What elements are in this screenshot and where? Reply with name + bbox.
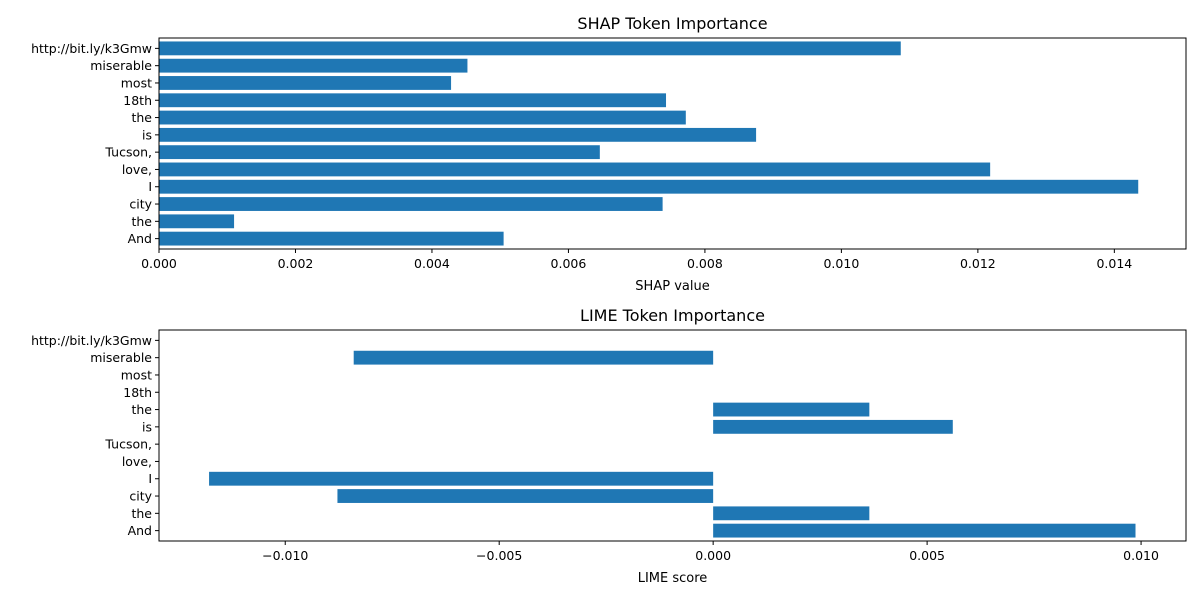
lime-bar bbox=[713, 419, 953, 434]
lime-y-tick-label: miserable bbox=[90, 350, 152, 365]
shap-plot-frame bbox=[158, 37, 1187, 250]
lime-x-tick-label: −0.010 bbox=[262, 548, 308, 563]
shap-x-tick-label: 0.012 bbox=[960, 256, 996, 271]
lime-y-tick-label: I bbox=[148, 471, 152, 486]
shap-y-tick-label: the bbox=[131, 214, 152, 229]
lime-y-tick-label: And bbox=[128, 523, 152, 538]
shap-bar bbox=[159, 162, 991, 177]
shap-x-tick-label: 0.002 bbox=[278, 256, 314, 271]
shap-bar bbox=[159, 110, 686, 125]
shap-bar bbox=[159, 179, 1139, 194]
shap-y-tick-label: http://bit.ly/k3Gmw bbox=[31, 41, 152, 56]
shap-y-tick-label: most bbox=[121, 75, 152, 90]
shap-y-tick-label: the bbox=[131, 110, 152, 125]
lime-x-tick-label: 0.000 bbox=[695, 548, 731, 563]
lime-y-tick-label: 18th bbox=[123, 385, 152, 400]
shap-x-tick-label: 0.010 bbox=[823, 256, 859, 271]
lime-bar bbox=[713, 523, 1136, 538]
lime-y-tick-label: love, bbox=[122, 454, 152, 469]
shap-bar bbox=[159, 145, 600, 160]
shap-bar bbox=[159, 93, 667, 108]
shap-y-tick-label: I bbox=[148, 179, 152, 194]
lime-x-axis-label: LIME score bbox=[638, 571, 708, 586]
shap-y-tick-label: 18th bbox=[123, 93, 152, 108]
lime-y-tick-label: Tucson, bbox=[104, 437, 152, 452]
lime-bar bbox=[353, 350, 714, 365]
shap-bar bbox=[159, 214, 235, 229]
lime-chart-title: LIME Token Importance bbox=[580, 306, 765, 325]
shap-bar bbox=[159, 127, 757, 142]
shap-x-tick-label: 0.004 bbox=[414, 256, 450, 271]
shap-bar bbox=[159, 231, 504, 246]
shap-chart-title: SHAP Token Importance bbox=[577, 14, 767, 33]
shap-bar bbox=[159, 76, 452, 90]
lime-bar bbox=[713, 402, 870, 417]
lime-y-tick-label: http://bit.ly/k3Gmw bbox=[31, 333, 152, 348]
shap-x-tick-label: 0.006 bbox=[551, 256, 587, 271]
lime-bar bbox=[337, 489, 714, 503]
lime-y-tick-label: the bbox=[131, 402, 152, 417]
lime-x-tick-label: 0.010 bbox=[1123, 548, 1159, 563]
lime-y-tick-label: city bbox=[129, 489, 152, 504]
shap-x-tick-label: 0.008 bbox=[687, 256, 723, 271]
lime-y-tick-label: is bbox=[142, 419, 152, 434]
lime-y-tick-label: most bbox=[121, 367, 152, 382]
shap-y-tick-label: is bbox=[142, 127, 152, 142]
shap-y-tick-label: miserable bbox=[90, 58, 152, 73]
shap-y-tick-label: Tucson, bbox=[104, 145, 152, 160]
shap-x-axis-label: SHAP value bbox=[635, 279, 709, 294]
lime-x-tick-label: 0.005 bbox=[909, 548, 945, 563]
lime-x-tick-label: −0.005 bbox=[476, 548, 522, 563]
shap-y-tick-label: city bbox=[129, 197, 152, 212]
shap-y-tick-label: And bbox=[128, 231, 152, 246]
shap-x-tick-label: 0.000 bbox=[141, 256, 177, 271]
shap-x-tick-label: 0.014 bbox=[1096, 256, 1132, 271]
shap-bar bbox=[159, 197, 663, 211]
shap-bar bbox=[159, 41, 901, 56]
lime-bar bbox=[713, 506, 870, 521]
lime-bar bbox=[209, 471, 714, 486]
lime-y-tick-label: the bbox=[131, 506, 152, 521]
lime-plot-frame bbox=[158, 329, 1187, 542]
shap-bar bbox=[159, 58, 468, 73]
shap-y-tick-label: love, bbox=[122, 162, 152, 177]
